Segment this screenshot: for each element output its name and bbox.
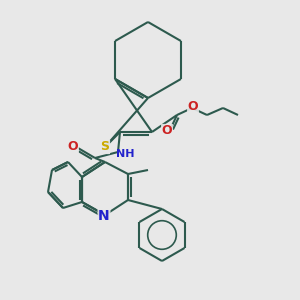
Text: O: O [68,140,78,152]
Text: NH: NH [116,149,134,159]
Text: N: N [98,209,110,223]
Text: O: O [162,124,172,137]
Text: O: O [188,100,198,113]
Text: S: S [100,140,109,154]
